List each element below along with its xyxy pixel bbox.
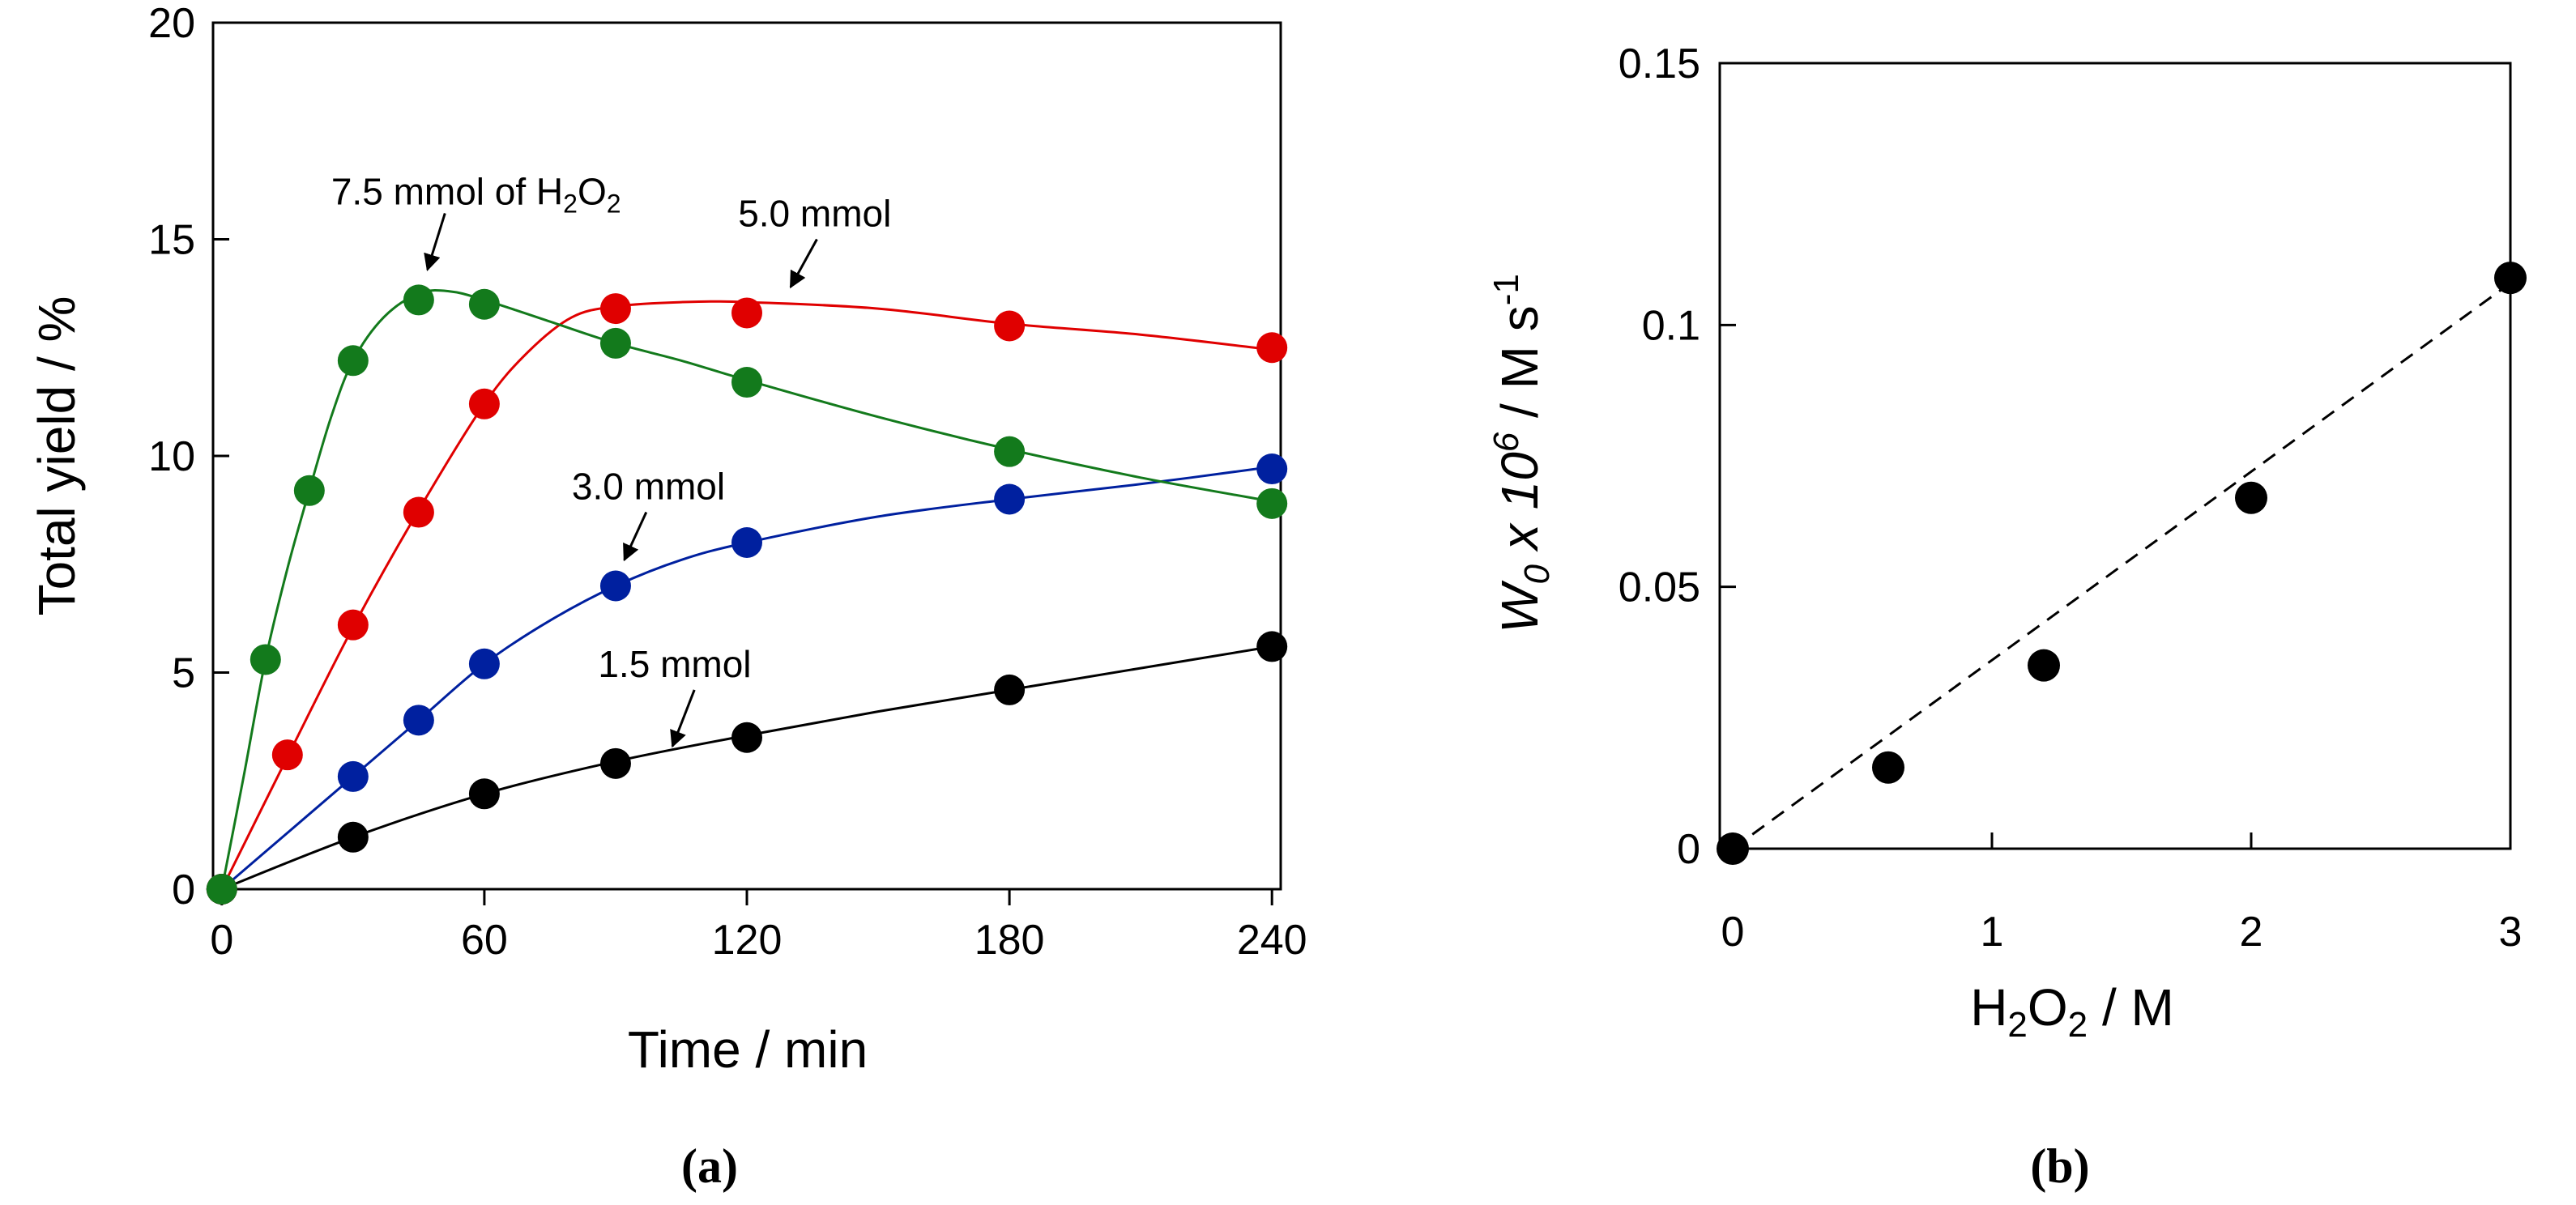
point-7-5-mmol-of-h2o2: [206, 874, 237, 905]
panel-b-y-tick-label: 0.1: [1642, 302, 1700, 349]
panel-a-x-tick-label: 240: [1237, 917, 1307, 964]
panel-a-time-yield-chart: 0 60 120 180 240 0 5 10 15 20 7.5 mmol of H2O2 5.0…: [28, 0, 1307, 1193]
panel-b-plot-frame: [1718, 62, 2512, 850]
panel-b-label: (b): [2030, 1139, 2089, 1193]
point-5-0-mmol: [403, 496, 434, 528]
panel-a-x-tick-label: 0: [210, 917, 233, 964]
point-1-5-mmol: [1256, 631, 1288, 662]
point-h2o2-rate: [1717, 832, 1749, 865]
panel-b-fit-line: [1732, 282, 2511, 850]
panel-a-y-tick-label: 5: [172, 650, 195, 697]
annotation-1-5-mmol: 1.5 mmol: [598, 643, 751, 685]
panel-b-x-axis-title: H2O2 / M: [1970, 978, 2174, 1045]
point-7-5-mmol-of-h2o2: [599, 327, 631, 359]
point-7-5-mmol-of-h2o2: [293, 475, 325, 506]
x-title-sub1: 2: [2007, 1005, 2027, 1045]
panel-b-x-tick-label: 0: [1721, 909, 1745, 956]
panel-b-rate-concentration-chart: 0 1 2 3 0 0.05 0.1 0.15 H2O2 / M W0 x 106 / M s…: [1486, 40, 2527, 1193]
panel-a-y-tick-label: 15: [148, 217, 195, 264]
point-3-0-mmol: [468, 648, 500, 679]
point-1-5-mmol: [468, 778, 500, 810]
annotation-arrow: [670, 689, 696, 748]
point-1-5-mmol: [731, 722, 762, 753]
panel-a-y-tick-label: 10: [148, 433, 195, 480]
point-h2o2-rate: [2494, 262, 2527, 295]
panel-a-x-tick-label: 180: [975, 917, 1045, 964]
panel-a-y-axis-title: Total yield / %: [28, 296, 86, 616]
point-7-5-mmol-of-h2o2: [403, 284, 434, 316]
panel-a-x-axis-title: Time / min: [628, 1020, 868, 1079]
panel-b-ticks: 0 1 2 3 0 0.05 0.1 0.15: [1619, 40, 2523, 956]
panel-a-x-tick-label: 60: [461, 917, 508, 964]
point-3-0-mmol: [599, 570, 631, 602]
point-7-5-mmol-of-h2o2: [468, 288, 500, 320]
point-5-0-mmol: [599, 293, 631, 325]
point-3-0-mmol: [403, 705, 434, 736]
point-3-0-mmol: [731, 527, 762, 558]
point-h2o2-rate: [2235, 481, 2267, 514]
panel-b-y-tick-label: 0.15: [1619, 40, 1700, 87]
point-1-5-mmol: [994, 674, 1026, 705]
point-5-0-mmol: [1256, 332, 1288, 364]
point-5-0-mmol: [337, 609, 369, 641]
point-1-5-mmol: [337, 821, 369, 853]
point-7-5-mmol-of-h2o2: [249, 644, 281, 675]
point-3-0-mmol: [994, 483, 1026, 515]
panel-b-y-tick-label: 0: [1677, 826, 1700, 873]
panel-a-annotations: 7.5 mmol of H2O2 5.0 mmol 3.0 mmol 1.5 mmol: [331, 171, 891, 748]
point-7-5-mmol-of-h2o2: [731, 367, 762, 398]
panel-a-label: (a): [681, 1139, 738, 1193]
panel-a-y-tick-label: 20: [148, 0, 195, 47]
annotation-arrow: [424, 212, 446, 271]
point-3-0-mmol: [1256, 453, 1288, 485]
point-5-0-mmol: [994, 310, 1026, 342]
point-7-5-mmol-of-h2o2: [994, 436, 1026, 467]
point-5-0-mmol: [271, 739, 303, 771]
fit-line-dashed: [1732, 282, 2511, 850]
panel-a-x-tick-label: 120: [712, 917, 783, 964]
annotation-5-0-mmol: 5.0 mmol: [738, 192, 891, 234]
point-7-5-mmol-of-h2o2: [1256, 488, 1288, 519]
annotation-3-0-mmol: 3.0 mmol: [572, 466, 725, 508]
curve-7-5-mmol-of-h2o2: [220, 289, 1273, 890]
point-h2o2-rate: [2028, 649, 2060, 682]
point-5-0-mmol: [468, 388, 500, 419]
annotation-arrow: [623, 511, 648, 562]
panel-a-points: [206, 284, 1288, 905]
panel-b-x-tick-label: 2: [2240, 909, 2263, 956]
point-1-5-mmol: [599, 747, 631, 779]
x-title-sub2: 2: [2068, 1005, 2088, 1045]
panel-b-x-tick-label: 1: [1981, 909, 2004, 956]
panel-b-y-tick-label: 0.05: [1619, 564, 1700, 611]
point-7-5-mmol-of-h2o2: [337, 345, 369, 377]
annotation-arrow: [789, 238, 818, 289]
panel-a-y-tick-label: 0: [172, 866, 195, 913]
point-5-0-mmol: [731, 297, 762, 329]
point-h2o2-rate: [1872, 751, 1904, 784]
panel-b-y-axis-title: W0 x 106 / M s-1: [1486, 274, 1557, 633]
point-3-0-mmol: [337, 760, 369, 792]
annotation-7-5-mmol-of-h: 7.5 mmol of H2O2: [331, 171, 621, 219]
panel-a-ticks: 0 60 120 180 240 0 5 10 15 20: [148, 0, 1307, 964]
panel-b-points: [1717, 262, 2527, 865]
panel-b-x-tick-label: 3: [2499, 909, 2523, 956]
